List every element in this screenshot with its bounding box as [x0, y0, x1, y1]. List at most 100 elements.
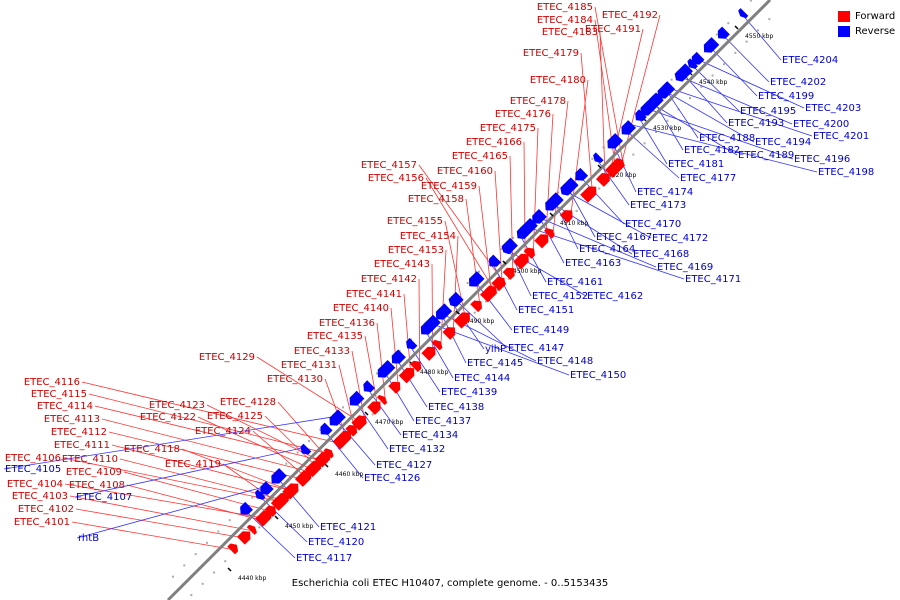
leader-etec-4116: [81, 381, 343, 445]
gene-arrow-etec-4139: [406, 338, 418, 350]
gene-label-etec-4144: ETEC_4144: [454, 373, 510, 384]
spacer-dot: [500, 248, 503, 251]
gene-label-etec-4201: ETEC_4201: [813, 131, 869, 142]
gene-label-etec-4113: ETEC_4113: [44, 414, 100, 425]
gene-arrow-etec-4112: [295, 472, 310, 487]
gene-label-etec-4111: ETEC_4111: [54, 440, 110, 451]
leader-etec-4199: [707, 43, 758, 97]
gene-arrow-etec-4116: [332, 437, 345, 450]
gene-label-etec-4189: ETEC_4189: [738, 150, 794, 161]
spacer-dot: [643, 142, 646, 145]
gene-arrow-etec-4147: [450, 291, 464, 305]
gene-label-etec-4134: ETEC_4134: [402, 430, 458, 441]
gene-label-etec-4157: ETEC_4157: [361, 160, 417, 171]
gene-label-etec-4199: ETEC_4199: [758, 91, 814, 102]
legend-reverse: Reverse: [838, 24, 895, 39]
gene-label-etec-4204: ETEC_4204: [782, 55, 838, 66]
leader-etec-4139: [407, 342, 441, 393]
gene-label-etec-4114: ETEC_4114: [37, 401, 93, 412]
leader-etec-4133: [351, 350, 366, 422]
leader-etec-4125: [264, 415, 319, 469]
spacer-dot: [734, 51, 737, 54]
gene-label-etec-4141: ETEC_4141: [346, 289, 402, 300]
spacer-dot: [485, 300, 487, 303]
gene-label-etec-4158: ETEC_4158: [408, 194, 464, 205]
gene-arrow-etec-4178: [544, 228, 555, 239]
gene-label-etec-4140: ETEC_4140: [333, 303, 389, 314]
leader-etec-4140: [390, 307, 399, 389]
gene-arrow-etec-4142: [410, 360, 422, 373]
gene-label-etec-4159: ETEC_4159: [421, 181, 477, 192]
gene-label-etec-4181: ETEC_4181: [668, 159, 724, 170]
gene-arrow-etec-4150: [423, 314, 441, 332]
genome-backbone: [166, 0, 772, 600]
spacer-dot: [575, 210, 578, 213]
tick-label-4550-kbp: 4550 kbp: [745, 33, 773, 40]
gene-label-etec-4177: ETEC_4177: [680, 173, 736, 184]
leader-etec-4108: [126, 484, 266, 522]
tick-mark: [597, 164, 602, 169]
gene-label-etec-4169: ETEC_4169: [657, 262, 713, 273]
leader-etec-4184: [594, 19, 617, 172]
gene-label-etec-4112: ETEC_4112: [51, 427, 107, 438]
gene-label-etec-4171: ETEC_4171: [685, 274, 741, 285]
gene-label-etec-4121: ETEC_4121: [320, 522, 376, 533]
tick-label-4500-kbp: 4500 kbp: [513, 268, 541, 275]
leader-etec-4149: [472, 277, 513, 331]
tick-label-4450-kbp: 4450 kbp: [285, 523, 313, 530]
gene-label-etec-4166: ETEC_4166: [466, 137, 522, 148]
spacer-dot: [285, 462, 288, 465]
leader-etec-4105: [3, 416, 334, 470]
gene-arrow-etec-4159: [480, 287, 495, 303]
gene-arrow-etec-4126: [320, 422, 333, 435]
gene-arrow-etec-4203: [691, 51, 705, 65]
gene-label-etec-4130: ETEC_4130: [267, 374, 323, 385]
leader-etec-4142: [418, 278, 421, 368]
leader-etec-4144: [422, 326, 454, 379]
gene-label-etec-4139: ETEC_4139: [441, 387, 497, 398]
leader-etec-4183: [599, 31, 606, 183]
spacer-dot: [507, 277, 510, 280]
gene-label-etec-4119: ETEC_4119: [165, 459, 221, 470]
gene-arrow-etec-4131: [345, 425, 358, 437]
gene-arrow-etec-4138: [391, 349, 406, 364]
gene-label-etec-4109: ETEC_4109: [66, 467, 122, 478]
spacer-dot: [251, 496, 254, 499]
gene-arrow-etec-4117: [240, 501, 253, 515]
leader-etec-4162: [502, 247, 587, 297]
spacer-dot: [670, 78, 673, 81]
spacer-dot: [768, 18, 771, 21]
spacer-dot: [715, 33, 718, 36]
spacer-dot: [213, 571, 215, 574]
leader-etec-4112: [108, 431, 307, 481]
gene-arrow-etec-4175: [523, 247, 535, 259]
gene-label-etec-4132: ETEC_4132: [389, 444, 445, 455]
leader-etec-4113: [101, 418, 315, 474]
gene-label-etec-4173: ETEC_4173: [630, 200, 686, 211]
gene-arrow-etec-4179: [580, 186, 597, 203]
gene-label-etec-4156: ETEC_4156: [368, 173, 424, 184]
spacer-dot: [201, 582, 204, 585]
spacer-dot: [591, 157, 594, 160]
spacer-dot: [206, 541, 208, 544]
leader-etec-4131: [338, 364, 356, 432]
gene-label-etec-4101: ETEC_4101: [14, 517, 70, 528]
spacer-dot: [632, 153, 635, 156]
gene-arrow-etec-4180: [559, 210, 573, 223]
gene-label-etec-4102: ETEC_4102: [18, 504, 74, 515]
tick-label-4460-kbp: 4460 kbp: [335, 471, 363, 478]
gene-label-etec-4163: ETEC_4163: [565, 258, 621, 269]
gene-label-etec-4151: ETEC_4151: [518, 305, 574, 316]
leader-etec-4194: [661, 89, 755, 143]
tick-mark: [549, 212, 554, 217]
leader-etec-4129: [256, 356, 364, 425]
gene-label-etec-4149: ETEC_4149: [513, 325, 569, 336]
gene-label-etec-4191: ETEC_4191: [585, 24, 641, 35]
spacer-dot: [689, 97, 691, 100]
gene-arrow-etec-4153: [431, 339, 443, 351]
spacer-dot: [190, 594, 193, 597]
leader-etec-4121: [274, 474, 320, 528]
forward-swatch: [838, 11, 850, 22]
gene-label-etec-4106: ETEC_4106: [5, 453, 61, 464]
